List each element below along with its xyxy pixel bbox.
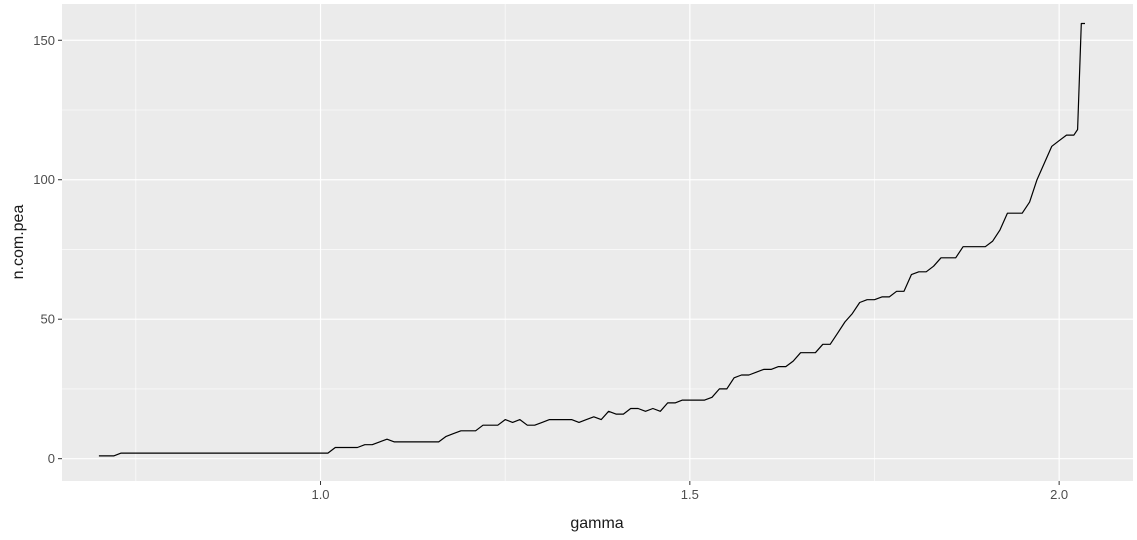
x-axis: 1.0 1.5 2.0 xyxy=(311,481,1068,502)
y-axis-title: n.com.pea xyxy=(10,205,27,280)
x-axis-title: gamma xyxy=(570,515,623,532)
y-tick-label: 150 xyxy=(33,33,55,48)
major-gridlines xyxy=(62,4,1133,481)
y-tick-label: 100 xyxy=(33,172,55,187)
y-axis: 0 50 100 150 xyxy=(33,33,62,466)
y-tick-label: 50 xyxy=(41,312,55,327)
x-tick-label: 1.0 xyxy=(311,487,329,502)
x-tick-label: 2.0 xyxy=(1050,487,1068,502)
series-line-0 xyxy=(98,22,1085,457)
panel-background xyxy=(62,4,1133,481)
series-layer xyxy=(98,22,1085,457)
y-tick-label: 0 xyxy=(48,451,55,466)
x-tick-label: 1.5 xyxy=(681,487,699,502)
minor-gridlines xyxy=(62,4,1133,481)
